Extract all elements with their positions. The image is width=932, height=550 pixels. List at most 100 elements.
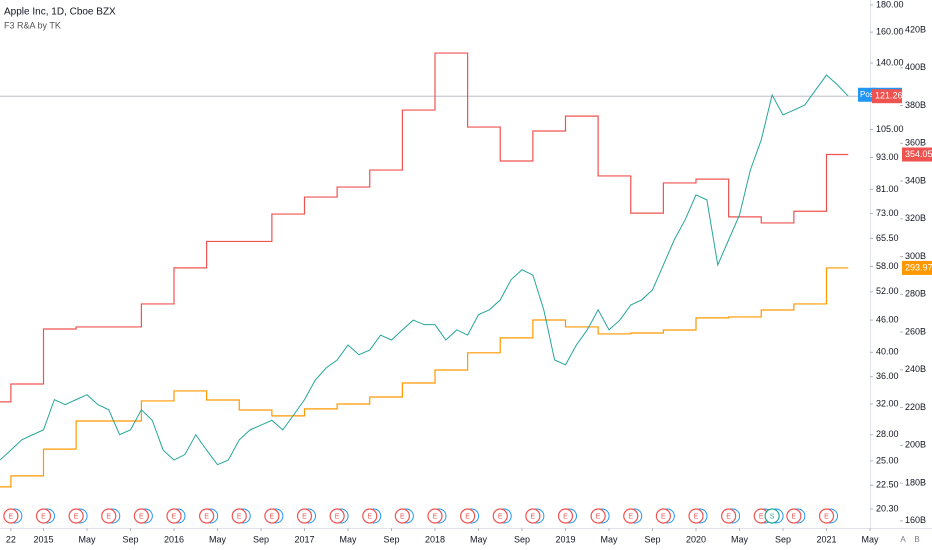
event-marker[interactable] [655,508,671,524]
event-label: E [498,513,503,520]
event-label: E [237,513,242,520]
x-tick-label: May [470,534,488,544]
y-tick-label: 40.00 [876,347,899,357]
event-label: E [204,513,209,520]
axis-button[interactable]: A [900,535,906,544]
indicator-name: F3 R&A by TK [4,20,61,30]
event-marker[interactable] [166,508,182,524]
y-tick-label: 32.00 [876,398,899,408]
series-last-tag: 354.054B [905,149,932,159]
event-marker[interactable] [427,508,443,524]
event-marker[interactable] [394,508,410,524]
x-tick-label: 2016 [164,534,184,544]
event-marker[interactable] [721,508,737,524]
event-label: E [726,513,731,520]
y2-tick-label: 200B [905,440,926,450]
y-tick-label: 73.00 [876,208,899,218]
event-marker[interactable] [264,508,280,524]
y-tick-label: 28.00 [876,429,899,439]
event-marker[interactable] [199,508,215,524]
event-label: E [302,513,307,520]
event-label: E [628,513,633,520]
event-label: E [9,513,14,520]
x-tick-label: May [861,534,879,544]
y-tick-label: 36.00 [876,371,899,381]
y2-tick-label: 320B [905,213,926,223]
y2-tick-label: 180B [905,477,926,487]
event-marker[interactable] [460,508,476,524]
y-tick-label: 22.50 [876,480,899,490]
event-label: E [74,513,79,520]
event-label: E [367,513,372,520]
y-tick-label: 93.00 [876,152,899,162]
event-marker[interactable] [3,508,19,524]
y2-tick-label: 260B [905,326,926,336]
event-label: E [759,513,764,520]
x-tick-label: 2018 [425,534,445,544]
y2-tick-label: 280B [905,289,926,299]
x-tick-label: Sep [383,534,399,544]
y2-tick-label: 300B [905,251,926,261]
event-label: E [465,513,470,520]
event-label: E [41,513,46,520]
y-tick-label: 20.30 [876,503,899,513]
x-tick-label: 2017 [294,534,314,544]
event-label: E [596,513,601,520]
event-label: E [661,513,666,520]
event-marker[interactable] [35,508,52,524]
event-marker[interactable] [231,508,247,524]
event-label: E [531,513,536,520]
event-label: E [400,513,405,520]
x-tick-label: May [731,534,749,544]
y2-tick-label: 240B [905,364,926,374]
y2-tick-label: 160B [905,515,926,525]
x-tick-label: May [209,534,227,544]
x-tick-label: Sep [253,534,269,544]
chart-title: Apple Inc, 1D, Cboe BZX [4,7,116,18]
y2-tick-label: 400B [905,62,926,72]
event-marker[interactable] [764,508,780,524]
x-tick-label: 2019 [555,534,575,544]
event-marker[interactable] [590,508,606,524]
y2-tick-label: 380B [905,100,926,110]
y-tick-label: 105.00 [876,124,904,134]
event-marker[interactable] [329,508,345,524]
event-label: E [433,513,438,520]
x-tick-label: 22 [6,534,16,544]
event-marker[interactable] [786,508,802,524]
event-marker[interactable] [623,508,639,524]
last-price-tag-bg [872,89,902,104]
y2-tick-label: 360B [905,138,926,148]
step-line [0,267,849,488]
event-marker[interactable] [688,508,704,524]
x-tick-label: 2015 [33,534,53,544]
event-marker[interactable] [362,508,378,524]
x-tick-label: 2020 [686,534,706,544]
x-tick-label: Sep [644,534,660,544]
x-tick-label: 2021 [816,534,836,544]
event-marker[interactable] [818,508,835,524]
post-tag-bg [858,87,876,102]
event-marker[interactable] [296,508,313,524]
event-label: S [770,513,775,520]
event-marker[interactable] [557,508,574,524]
post-tag-text: Post [860,90,877,99]
event-marker[interactable] [133,508,149,524]
event-marker[interactable] [68,508,84,524]
event-marker[interactable] [492,508,508,524]
last-price-tag: 121.26 [875,91,903,101]
y-tick-label: 58.00 [876,261,899,271]
y-tick-label: 25.00 [876,455,899,465]
event-marker[interactable] [525,508,541,524]
x-tick-label: May [600,534,618,544]
axis-button[interactable]: B [914,535,919,544]
event-label: E [335,513,340,520]
event-label: E [694,513,699,520]
y-tick-label: 160.00 [876,27,904,37]
y-tick-label: 180.00 [876,0,904,9]
x-tick-label: May [339,534,357,544]
event-marker[interactable] [101,508,117,524]
event-label: E [792,513,797,520]
event-label: E [139,513,144,520]
